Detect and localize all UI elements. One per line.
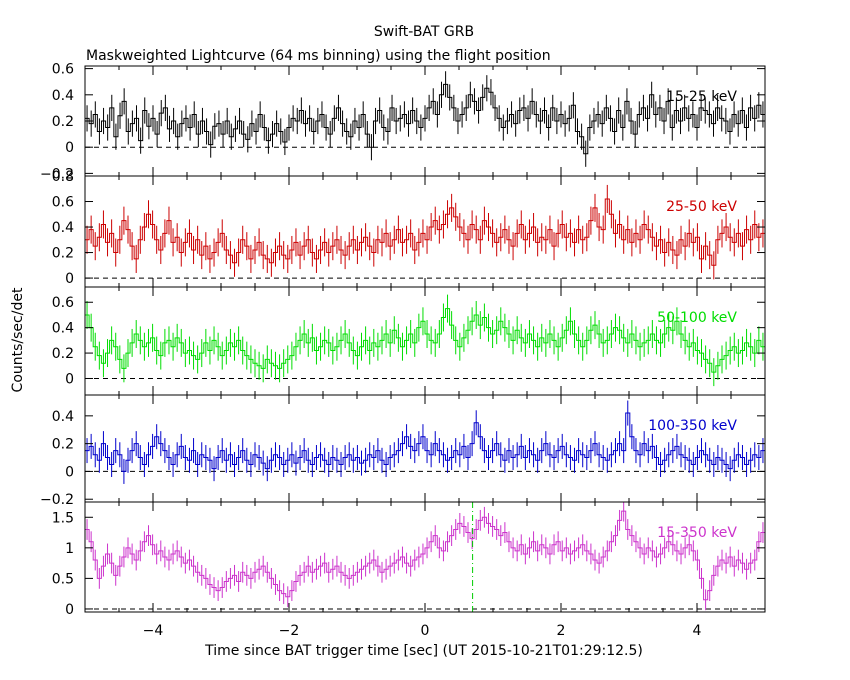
- y-tick-label: 0.4: [52, 321, 74, 337]
- y-tick-label: 0: [65, 602, 74, 618]
- panel-2: 0 0.2 0.4 0.6 0.8 25-50 keV: [52, 169, 766, 288]
- y-tick-label: 0.2: [52, 114, 74, 130]
- y-tick-label: 1.5: [52, 510, 74, 526]
- series-line: [85, 308, 765, 373]
- y-tick-label: 0: [65, 140, 74, 156]
- x-tick-label: 0: [421, 623, 430, 639]
- panels-group: −0.2 0 0.2 0.4 0.6 15-25 keV 0 0.2 0.4 0.6 0.8 25-5…: [40, 62, 766, 639]
- x-tick-label: −2: [279, 623, 300, 639]
- chart-title: Swift-BAT GRB: [374, 24, 474, 40]
- x-tick-label: −4: [143, 623, 164, 639]
- energy-band-label: 15-25 keV: [666, 89, 737, 105]
- y-tick-label: 0: [65, 464, 74, 480]
- x-axis-label: Time since BAT trigger time [sec] (UT 20…: [204, 643, 643, 659]
- y-tick-label: 0: [65, 271, 74, 287]
- error-bars: [86, 502, 764, 611]
- y-tick-label: 0.2: [52, 437, 74, 453]
- y-tick-label: 1: [65, 541, 74, 557]
- error-bars: [86, 294, 764, 387]
- y-tick-label: 0.8: [52, 169, 74, 185]
- error-bars: [86, 184, 764, 280]
- x-tick-label: 4: [693, 623, 702, 639]
- panel-3: 0 0.2 0.4 0.6 50-100 keV: [52, 286, 766, 396]
- series-line: [85, 510, 765, 601]
- y-tick-label: −0.2: [40, 166, 74, 182]
- x-tick-label: 2: [557, 623, 566, 639]
- energy-band-label: 15-350 keV: [657, 525, 737, 541]
- chart-subtitle: Maskweighted Lightcurve (64 ms binning) …: [86, 48, 551, 64]
- y-tick-label: 0.4: [52, 88, 74, 104]
- panel-frame: [84, 501, 766, 613]
- y-tick-label: 0.2: [52, 246, 74, 262]
- panel-5: 0 0.5 1 1.5 15-350 keV: [52, 501, 766, 618]
- y-tick-label: 0.4: [52, 220, 74, 236]
- energy-band-label: 100-350 keV: [648, 418, 737, 434]
- panel-1: −0.2 0 0.2 0.4 0.6 15-25 keV: [40, 62, 766, 182]
- y-tick-label: 0.4: [52, 409, 74, 425]
- energy-band-label: 50-100 keV: [657, 310, 737, 326]
- series-line: [85, 83, 765, 155]
- series-line: [85, 198, 765, 266]
- energy-band-label: 25-50 keV: [666, 199, 737, 215]
- panel-frame: [84, 175, 766, 288]
- y-tick-label: 0.6: [52, 62, 74, 78]
- y-tick-label: −0.2: [40, 492, 74, 508]
- y-tick-label: 0.6: [52, 195, 74, 211]
- y-axis-label: Counts/sec/det: [10, 287, 26, 392]
- y-tick-label: 0: [65, 371, 74, 387]
- panel-4: −0.2 0 0.2 0.4 100-350 keV: [40, 394, 766, 508]
- y-tick-label: 0.6: [52, 295, 74, 311]
- y-tick-label: 0.2: [52, 346, 74, 362]
- series-line: [85, 412, 765, 472]
- y-tick-label: 0.5: [52, 571, 74, 587]
